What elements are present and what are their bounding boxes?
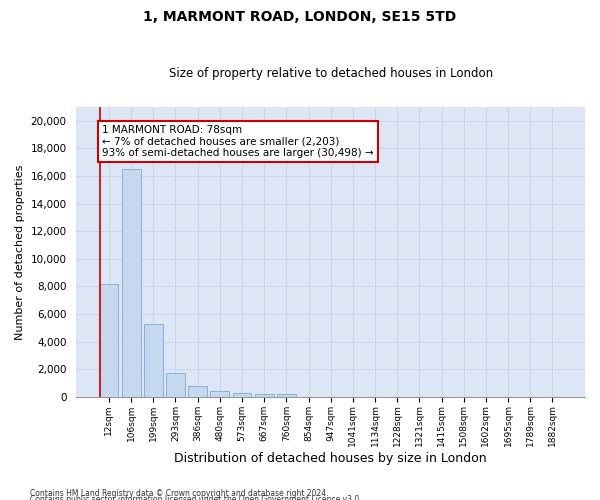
Bar — [166, 372, 185, 396]
Text: Contains HM Land Registry data © Crown copyright and database right 2024.: Contains HM Land Registry data © Crown c… — [30, 488, 329, 498]
Title: Size of property relative to detached houses in London: Size of property relative to detached ho… — [169, 66, 493, 80]
Text: Contains public sector information licensed under the Open Government Licence v3: Contains public sector information licen… — [30, 495, 362, 500]
Text: 1, MARMONT ROAD, LONDON, SE15 5TD: 1, MARMONT ROAD, LONDON, SE15 5TD — [143, 10, 457, 24]
Bar — [277, 394, 296, 396]
Bar — [255, 394, 274, 396]
Bar — [233, 392, 251, 396]
Bar — [144, 324, 163, 396]
Y-axis label: Number of detached properties: Number of detached properties — [15, 164, 25, 340]
Bar — [188, 386, 207, 396]
Bar — [211, 392, 229, 396]
Text: 1 MARMONT ROAD: 78sqm
← 7% of detached houses are smaller (2,203)
93% of semi-de: 1 MARMONT ROAD: 78sqm ← 7% of detached h… — [102, 125, 374, 158]
Bar — [122, 169, 140, 396]
Bar — [100, 284, 118, 397]
X-axis label: Distribution of detached houses by size in London: Distribution of detached houses by size … — [175, 452, 487, 465]
